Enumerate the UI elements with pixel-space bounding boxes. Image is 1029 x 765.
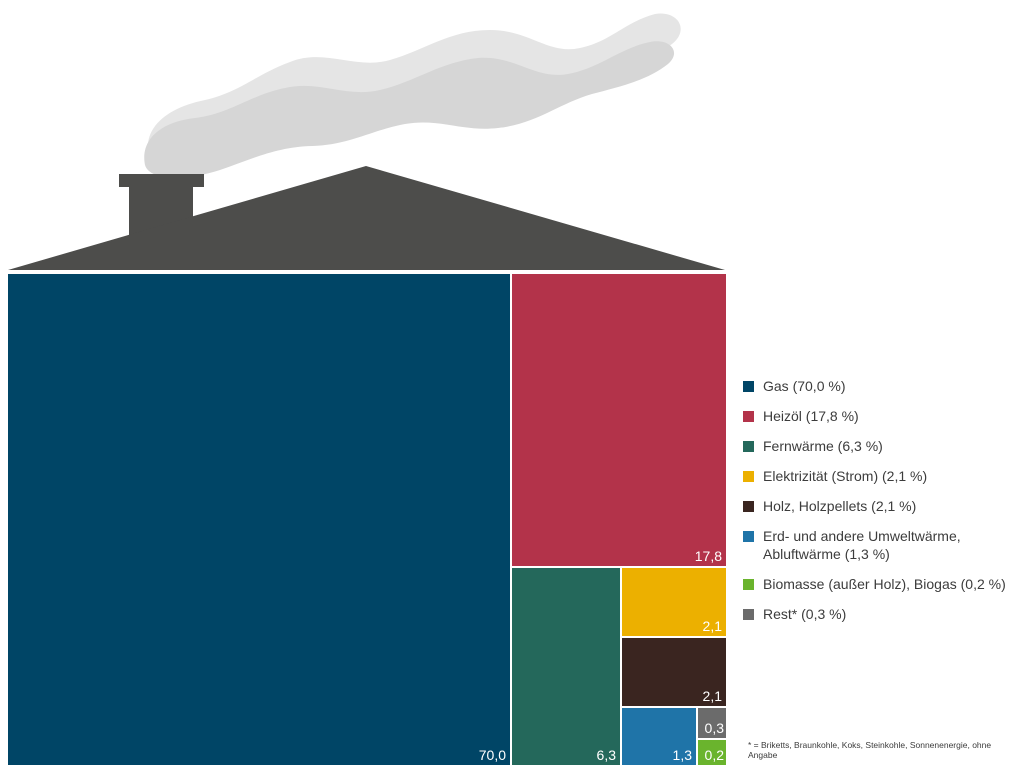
legend-swatch-fernwaerme [743,441,754,452]
house-roof [8,166,725,270]
tile-fernwaerme [512,568,620,765]
legend-swatch-holz [743,501,754,512]
tile-value-label-rest: 0,3 [705,720,725,736]
legend-item-rest: Rest* (0,3 %) [743,605,1029,623]
tile-rest [698,708,726,738]
tile-value-label-heizoel: 17,8 [695,548,722,564]
roof [8,166,725,270]
tile-value-label-holz: 2,1 [703,688,723,704]
legend-swatch-umweltwaerme [743,531,754,542]
legend-label-fernwaerme: Fernwärme (6,3 %) [763,438,883,454]
legend-label-rest: Rest* (0,3 %) [763,606,847,622]
chimney-cap [119,174,204,187]
smoke-plume-front [144,41,675,178]
tile-gas [8,274,510,765]
tile-heizoel [512,274,726,566]
legend-item-umweltwaerme: Erd- und andere Umweltwärme, Abluftwärme… [743,527,1013,563]
legend-swatch-heizoel [743,411,754,422]
tile-value-label-fernwaerme: 6,3 [597,747,617,763]
legend: Gas (70,0 %) Heizöl (17,8 %) Fernwärme (… [743,377,1029,635]
treemap-tiles [8,274,726,765]
legend-label-holz: Holz, Holzpellets (2,1 %) [763,498,917,514]
legend-label-heizoel: Heizöl (17,8 %) [763,408,859,424]
legend-swatch-rest [743,609,754,620]
tile-elektrizitaet [622,568,726,636]
tile-umweltwaerme [622,708,696,765]
tile-value-label-biomasse: 0,2 [705,747,725,763]
legend-item-holz: Holz, Holzpellets (2,1 %) [743,497,1029,515]
footnote: * = Briketts, Braunkohle, Koks, Steinkoh… [748,740,992,760]
legend-label-gas: Gas (70,0 %) [763,378,846,394]
legend-item-biomasse: Biomasse (außer Holz), Biogas (0,2 %) [743,575,1029,593]
tile-holz [622,638,726,706]
legend-label-biomasse: Biomasse (außer Holz), Biogas (0,2 %) [763,576,1006,592]
legend-item-elektrizitaet: Elektrizität (Strom) (2,1 %) [743,467,1029,485]
legend-label-elektrizitaet: Elektrizität (Strom) (2,1 %) [763,468,928,484]
tile-value-label-umweltwaerme: 1,3 [673,747,693,763]
legend-item-heizoel: Heizöl (17,8 %) [743,407,1029,425]
smoke-illustration [144,13,681,178]
tile-biomasse [698,740,726,765]
legend-swatch-gas [743,381,754,392]
tile-value-label-gas: 70,0 [479,747,506,763]
legend-label-umweltwaerme: Erd- und andere Umweltwärme, Abluftwärme… [763,528,961,562]
legend-item-gas: Gas (70,0 %) [743,377,1029,395]
legend-swatch-biomasse [743,579,754,590]
legend-swatch-elektrizitaet [743,471,754,482]
treemap-value-labels: 70,0 17,8 6,3 2,1 2,1 1,3 0,2 0,3 [479,548,724,763]
tile-value-label-elektrizitaet: 2,1 [703,618,723,634]
legend-item-fernwaerme: Fernwärme (6,3 %) [743,437,1029,455]
